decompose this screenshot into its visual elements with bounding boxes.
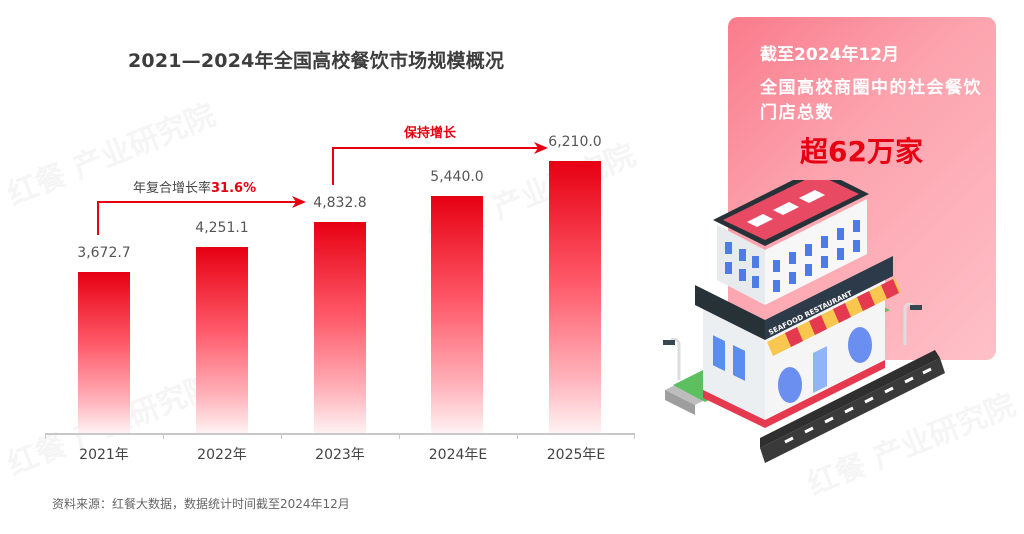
axis-tick (281, 433, 282, 439)
restaurant-illustration-icon: SEAFOOD RESTAURANT (663, 180, 945, 463)
arrow-head-icon (534, 142, 548, 154)
x-tick-label: 2021年 (79, 447, 129, 463)
value-label: 3,672.7 (77, 245, 131, 261)
bar-2024e (431, 196, 483, 433)
keep-growth-annotation: 保持增长 (404, 126, 457, 141)
value-label: 4,832.8 (313, 195, 367, 211)
x-tick-label: 2023年 (315, 447, 365, 463)
growth-arrows (97, 142, 548, 235)
x-axis (45, 433, 635, 435)
value-label: 4,251.1 (195, 220, 249, 236)
x-tick-label: 2025年E (546, 447, 606, 463)
source-note: 资料来源：红餐大数据，数据统计时间截至2024年12月 (52, 497, 350, 511)
axis-tick (517, 433, 518, 439)
bar-2022 (196, 247, 248, 433)
axis-tick (399, 433, 400, 439)
card-description: 全国高校商圈中的社会餐饮门店总数 (760, 78, 982, 123)
cagr-annotation: 年复合增长率31.6% (133, 181, 257, 196)
axis-tick (45, 433, 46, 439)
value-label: 5,440.0 (430, 169, 484, 185)
chart-title: 2021—2024年全国高校餐饮市场规模概况 (128, 50, 505, 72)
axis-tick (634, 433, 635, 439)
bar-chart: 年复合增长率31.6% 保持增长 3,672.7 4,251.1 4,832.8… (45, 126, 635, 463)
bar-2025e (549, 161, 601, 433)
axis-tick (163, 433, 164, 439)
card-highlight: 超62万家 (800, 135, 923, 168)
bar-2021 (78, 272, 130, 433)
card-date: 截至2024年12月 (760, 45, 899, 65)
value-label: 6,210.0 (548, 134, 602, 150)
x-tick-label: 2024年E (428, 447, 488, 463)
x-tick-label: 2022年 (197, 447, 247, 463)
bar-2023 (314, 222, 366, 433)
arrow-head-icon (292, 196, 306, 208)
